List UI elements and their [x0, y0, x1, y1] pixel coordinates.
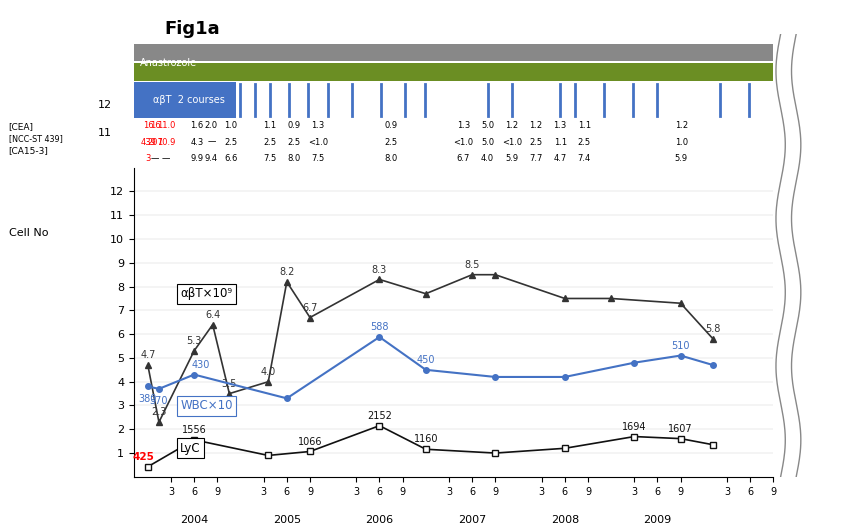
- Text: 1.2: 1.2: [530, 122, 543, 130]
- Text: <1.0: <1.0: [308, 137, 328, 147]
- Text: 1607: 1607: [669, 424, 693, 434]
- Text: 2009: 2009: [644, 515, 671, 524]
- Text: 6.6: 6.6: [224, 154, 238, 162]
- Text: 5.9: 5.9: [675, 154, 688, 162]
- Text: 1.2: 1.2: [505, 122, 518, 130]
- Text: 430: 430: [192, 359, 210, 369]
- Text: 8.0: 8.0: [384, 154, 397, 162]
- Text: 2.0: 2.0: [205, 122, 218, 130]
- Bar: [134, 44, 773, 61]
- Text: 5.3: 5.3: [187, 336, 202, 346]
- Text: 5.9: 5.9: [505, 154, 518, 162]
- Text: 5.0: 5.0: [481, 122, 494, 130]
- Text: 439: 439: [141, 137, 156, 147]
- Text: 4.0: 4.0: [481, 154, 494, 162]
- Text: 5.8: 5.8: [705, 324, 721, 334]
- Text: 370: 370: [149, 396, 168, 406]
- Text: —: —: [162, 154, 170, 162]
- Text: 10.9: 10.9: [156, 137, 175, 147]
- Text: 2152: 2152: [367, 411, 392, 421]
- Text: <1.0: <1.0: [502, 137, 522, 147]
- Text: 425: 425: [133, 452, 155, 462]
- Text: 2.5: 2.5: [530, 137, 543, 147]
- Text: 4.7: 4.7: [140, 350, 156, 360]
- Bar: [134, 62, 773, 81]
- Text: 2004: 2004: [180, 515, 208, 524]
- Text: 6.7: 6.7: [302, 302, 318, 312]
- Text: 380: 380: [138, 394, 157, 404]
- Text: [NCC-ST 439]: [NCC-ST 439]: [9, 134, 62, 143]
- Text: 450: 450: [416, 355, 435, 365]
- Text: [CA15-3]: [CA15-3]: [9, 146, 48, 155]
- Text: 9.4: 9.4: [205, 154, 218, 162]
- Text: 5.0: 5.0: [481, 137, 494, 147]
- Text: 2.5: 2.5: [225, 137, 238, 147]
- Text: 12: 12: [98, 101, 112, 111]
- Text: LyC: LyC: [181, 442, 200, 455]
- Text: 0.9: 0.9: [287, 122, 301, 130]
- Text: αβT  2 courses: αβT 2 courses: [153, 95, 225, 105]
- Text: 3: 3: [146, 154, 151, 162]
- Text: 6.7: 6.7: [456, 154, 470, 162]
- Text: 1694: 1694: [622, 422, 646, 432]
- Text: 1160: 1160: [414, 434, 438, 444]
- Text: 1.0: 1.0: [675, 137, 688, 147]
- Text: 1.1: 1.1: [578, 122, 591, 130]
- Text: 8.2: 8.2: [279, 267, 295, 277]
- Text: Trastuzumab: Trastuzumab: [140, 18, 203, 28]
- Text: 4.0: 4.0: [261, 367, 276, 377]
- Text: 2.5: 2.5: [263, 137, 276, 147]
- Text: 1.1: 1.1: [554, 137, 567, 147]
- Text: <1.0: <1.0: [454, 137, 473, 147]
- Bar: [134, 82, 236, 118]
- Text: 8.5: 8.5: [465, 260, 480, 270]
- Text: 1.1: 1.1: [263, 122, 276, 130]
- Text: 4.3: 4.3: [190, 137, 204, 147]
- Text: 2006: 2006: [365, 515, 393, 524]
- Text: 16: 16: [143, 122, 154, 130]
- Text: 8.0: 8.0: [287, 154, 301, 162]
- Text: 207: 207: [147, 137, 163, 147]
- Text: —: —: [207, 137, 216, 147]
- Text: 7.5: 7.5: [263, 154, 276, 162]
- Text: 2.3: 2.3: [151, 407, 167, 417]
- Text: 11.0: 11.0: [156, 122, 175, 130]
- Text: 588: 588: [370, 322, 389, 332]
- Text: 4.7: 4.7: [554, 154, 567, 162]
- Text: WBC×10: WBC×10: [181, 399, 232, 412]
- Text: 1556: 1556: [181, 425, 206, 435]
- Text: 8.3: 8.3: [372, 265, 387, 275]
- Text: 1.3: 1.3: [311, 122, 325, 130]
- Text: 7.4: 7.4: [578, 154, 591, 162]
- Text: 6.4: 6.4: [205, 310, 220, 320]
- Text: 1.3: 1.3: [457, 122, 470, 130]
- Text: 2005: 2005: [273, 515, 301, 524]
- Text: 7.5: 7.5: [311, 154, 325, 162]
- Text: 2.5: 2.5: [384, 137, 397, 147]
- Text: 16: 16: [150, 122, 161, 130]
- Text: 1.3: 1.3: [554, 122, 567, 130]
- Text: 9.9: 9.9: [190, 154, 203, 162]
- Text: 1.2: 1.2: [675, 122, 688, 130]
- Text: 2.5: 2.5: [287, 137, 301, 147]
- Text: Cell No: Cell No: [9, 228, 48, 238]
- Text: 1066: 1066: [298, 436, 322, 446]
- Text: 1.0: 1.0: [225, 122, 238, 130]
- Text: 3.5: 3.5: [222, 379, 237, 389]
- Text: 2.5: 2.5: [578, 137, 591, 147]
- Text: 2008: 2008: [550, 515, 579, 524]
- Text: 510: 510: [671, 341, 689, 351]
- Text: 1.6: 1.6: [190, 122, 204, 130]
- Text: —: —: [151, 154, 160, 162]
- Text: Anastrozole: Anastrozole: [140, 58, 198, 68]
- Text: 0.9: 0.9: [384, 122, 397, 130]
- Text: Fig1a: Fig1a: [164, 20, 219, 38]
- Text: 7.7: 7.7: [530, 154, 543, 162]
- Text: [CEA]: [CEA]: [9, 122, 34, 131]
- Text: 11: 11: [98, 128, 112, 138]
- Text: αβT×10⁹: αβT×10⁹: [181, 287, 232, 300]
- Text: 2007: 2007: [458, 515, 486, 524]
